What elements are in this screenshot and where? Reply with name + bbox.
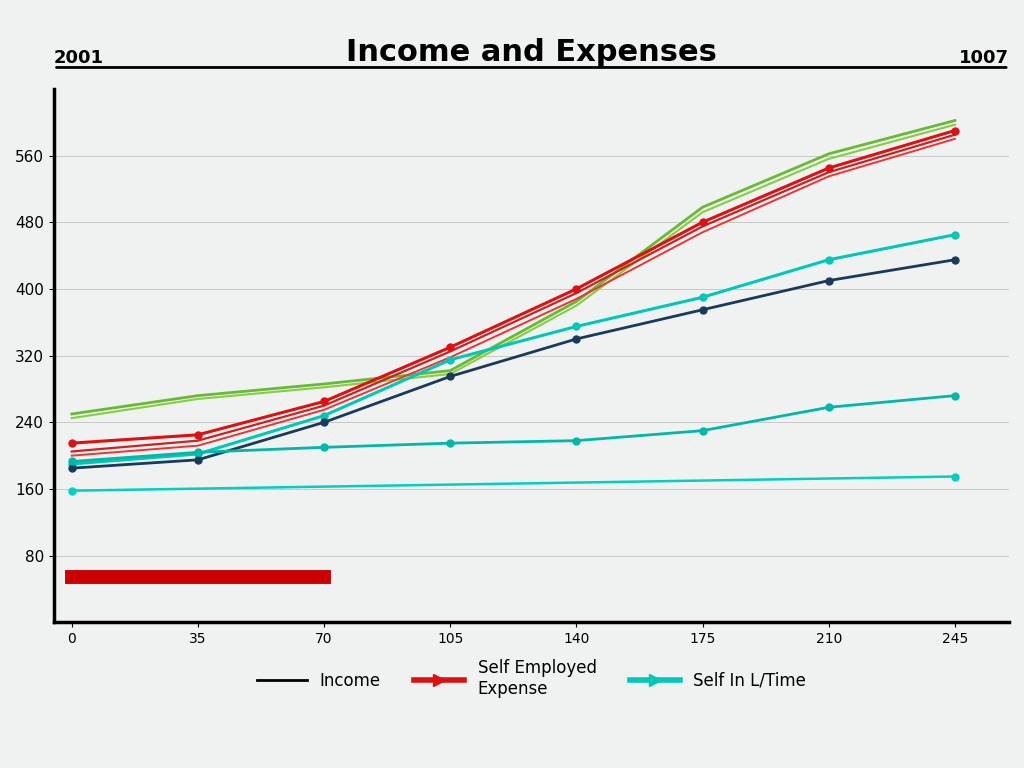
Text: 1007: 1007 bbox=[959, 49, 1009, 68]
Title: Income and Expenses: Income and Expenses bbox=[346, 38, 717, 67]
Text: 2001: 2001 bbox=[53, 49, 103, 68]
Legend: Income, Self Employed
Expense, Self In L/Time: Income, Self Employed Expense, Self In L… bbox=[250, 653, 813, 705]
